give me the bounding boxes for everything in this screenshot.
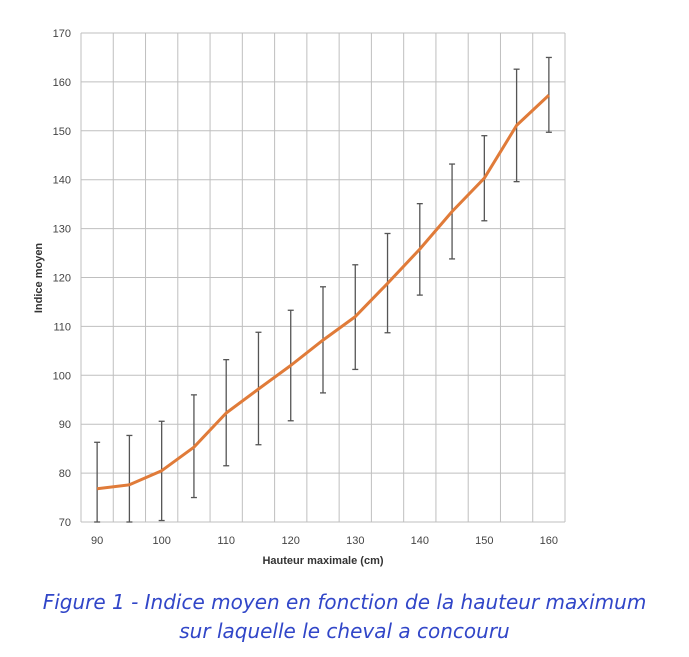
y-tick-label: 100 bbox=[53, 370, 71, 382]
chart-grid bbox=[80, 32, 566, 523]
x-tick-label: 120 bbox=[282, 535, 300, 547]
line-chart: 90 100 110 120 130 140 150 160 70 80 90 100 110 120 1… bbox=[33, 28, 566, 567]
y-axis-title: Indice moyen bbox=[33, 243, 45, 314]
y-tick-label: 80 bbox=[59, 468, 71, 480]
y-tick-label: 120 bbox=[53, 273, 71, 285]
x-tick-label: 100 bbox=[152, 535, 170, 547]
y-tick-labels: 70 80 90 100 110 120 130 140 150 160 170 bbox=[53, 28, 71, 529]
x-tick-label: 90 bbox=[91, 535, 103, 547]
caption-line-2: sur laquelle le cheval a concouru bbox=[179, 619, 510, 643]
x-tick-label: 130 bbox=[346, 535, 364, 547]
x-tick-labels: 90 100 110 120 130 140 150 160 bbox=[91, 535, 558, 547]
x-tick-label: 140 bbox=[411, 535, 429, 547]
y-tick-label: 70 bbox=[59, 517, 71, 529]
figure-caption: Figure 1 - Indice moyen en fonction de l… bbox=[0, 588, 689, 646]
caption-line-1: Figure 1 - Indice moyen en fonction de l… bbox=[42, 590, 647, 614]
y-tick-label: 140 bbox=[53, 175, 71, 187]
y-tick-label: 130 bbox=[53, 224, 71, 236]
y-tick-label: 150 bbox=[53, 126, 71, 138]
x-tick-label: 110 bbox=[217, 535, 235, 547]
y-tick-label: 110 bbox=[53, 321, 71, 333]
x-tick-label: 160 bbox=[540, 535, 558, 547]
error-bars bbox=[94, 56, 552, 523]
x-tick-label: 150 bbox=[475, 535, 493, 547]
y-tick-label: 160 bbox=[53, 77, 71, 89]
series-line bbox=[96, 94, 550, 491]
y-tick-label: 90 bbox=[59, 419, 71, 431]
y-tick-label: 170 bbox=[53, 28, 71, 40]
x-axis-title: Hauteur maximale (cm) bbox=[262, 555, 383, 567]
